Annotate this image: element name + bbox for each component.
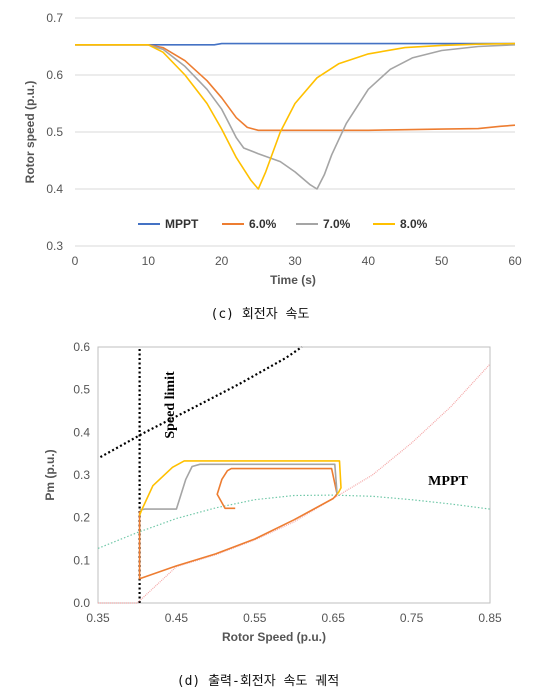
trajectory-line-5 xyxy=(138,493,338,580)
rotor-speed-chart: 0.3 0.4 0.5 0.6 0.7 0 10 20 30 40 50 60 Time (s) Roto… xyxy=(23,11,522,287)
x-axis-title: Rotor Speed (p.u.) xyxy=(222,630,326,644)
y-tick-label: 0.1 xyxy=(73,553,90,567)
legend-label: 8.0% xyxy=(400,217,428,231)
y-axis-title: Pm (p.u.) xyxy=(43,449,57,500)
y-tick-label: 0.4 xyxy=(46,182,63,196)
x-tick-label: 30 xyxy=(288,254,302,268)
x-tick-label: 0.75 xyxy=(400,611,424,625)
trajectory-line-8 xyxy=(138,460,342,516)
y-tick-label: 0.3 xyxy=(73,468,90,482)
series-line-3 xyxy=(75,43,516,190)
speed-limit-annotation: Speed limit xyxy=(163,371,178,439)
y-tick-label: 0.6 xyxy=(46,68,63,82)
x-axis-title: Time (s) xyxy=(270,273,316,287)
x-tick-label: 20 xyxy=(215,254,229,268)
y-tick-label: 0.5 xyxy=(46,125,63,139)
x-tick-label: 0.45 xyxy=(165,611,189,625)
trajectory-line-7 xyxy=(139,463,338,511)
x-tick-label: 0.55 xyxy=(243,611,267,625)
legend-label: MPPT xyxy=(165,217,199,231)
y-tick-label: 0.0 xyxy=(73,596,90,610)
pm-vs-rotor-speed-chart: 0.0 0.1 0.2 0.3 0.4 0.5 0.6 0.35 0.45 0.55 0.65 0.7… xyxy=(43,340,502,644)
y-tick-label: 0.7 xyxy=(46,11,63,25)
x-tick-label: 0.85 xyxy=(478,611,502,625)
chart1-caption: (c) 회전자 속도 xyxy=(211,307,310,322)
mppt-annotation: MPPT xyxy=(428,474,468,489)
y-tick-label: 0.6 xyxy=(73,340,90,354)
series-line-4 xyxy=(75,42,516,190)
x-tick-label: 10 xyxy=(142,254,156,268)
y-tick-label: 0.2 xyxy=(73,511,90,525)
plot-frame xyxy=(97,346,491,604)
x-tick-label: 0 xyxy=(72,254,79,268)
y-tick-label: 0.4 xyxy=(73,425,90,439)
trajectory-line-3 xyxy=(98,363,491,604)
x-tick-label: 40 xyxy=(362,254,376,268)
y-tick-label: 0.5 xyxy=(73,383,90,397)
x-tick-label: 60 xyxy=(508,254,522,268)
x-tick-label: 0.65 xyxy=(322,611,346,625)
chart2-caption: (d) 출력-회전자 속도 궤적 xyxy=(177,674,339,689)
trajectory-line-4 xyxy=(97,494,491,549)
trajectory-line-6 xyxy=(216,467,338,510)
legend-label: 7.0% xyxy=(323,217,351,231)
y-axis-title: Rotor speed (p.u.) xyxy=(23,81,37,184)
x-tick-label: 50 xyxy=(435,254,449,268)
legend-label: 6.0% xyxy=(249,217,277,231)
y-tick-label: 0.3 xyxy=(46,239,63,253)
x-tick-label: 0.35 xyxy=(86,611,110,625)
series-line-2 xyxy=(75,43,516,132)
trajectory-line-1 xyxy=(99,346,303,459)
